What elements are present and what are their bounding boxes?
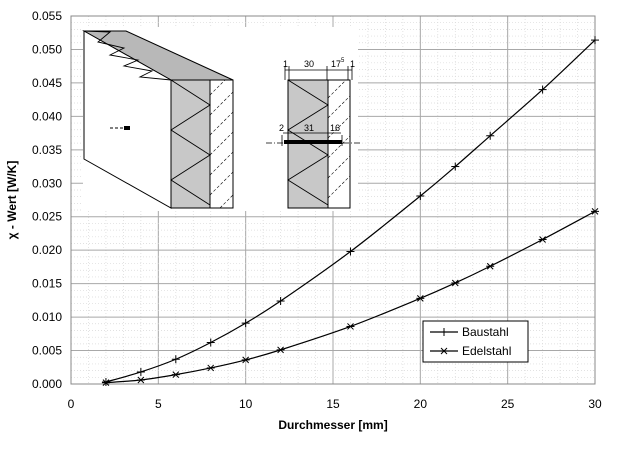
- wall-render-side: [209, 79, 234, 209]
- x-axis-label: Durchmesser [mm]: [278, 418, 387, 432]
- data-point-edelstahl: [136, 376, 145, 384]
- dimension-label: 31: [304, 123, 314, 133]
- data-point-baustahl: [416, 191, 425, 200]
- marker-stroke: [440, 347, 448, 355]
- x-tick-label: 20: [414, 397, 428, 411]
- series-baustahl: [101, 36, 599, 386]
- anchor-arrow-icon: [110, 126, 130, 130]
- data-point-edelstahl: [591, 208, 599, 215]
- y-tick-label: 0.020: [32, 243, 62, 257]
- y-tick-label: 0.040: [32, 109, 62, 123]
- dimension-label: 2: [279, 123, 284, 133]
- data-point-baustahl: [591, 36, 599, 45]
- x-tick-label: 0: [68, 397, 75, 411]
- data-point-baustahl: [451, 162, 460, 171]
- data-point-baustahl: [136, 367, 145, 376]
- y-axis-ticks: 0.000 0.005 0.010 0.015 0.020 0.025 0.030 0.035…: [32, 9, 62, 391]
- marker-stroke: [242, 356, 250, 364]
- legend-box: [422, 320, 529, 363]
- data-point-baustahl: [276, 297, 285, 306]
- legend-marker: [440, 347, 448, 355]
- legend: Baustahl Edelstahl: [422, 320, 529, 363]
- data-point-baustahl: [241, 319, 250, 328]
- dimension-label-superscript: 5: [341, 58, 345, 64]
- marker-stroke: [416, 295, 424, 302]
- x-tick-label: 30: [588, 397, 602, 411]
- dimension-label: 30: [304, 59, 314, 69]
- marker-stroke: [137, 376, 145, 384]
- y-tick-label: 0.050: [32, 42, 62, 56]
- legend-item-baustahl: Baustahl: [430, 325, 509, 339]
- dimension-label: 1: [283, 59, 288, 69]
- data-point-edelstahl: [416, 295, 425, 302]
- data-point-edelstahl: [171, 371, 180, 378]
- data-point-baustahl: [171, 355, 180, 364]
- marker-stroke: [591, 208, 599, 215]
- x-tick-label: 25: [501, 397, 515, 411]
- legend-items: Baustahl Edelstahl: [430, 325, 511, 358]
- wall-insulation-side: [170, 79, 211, 209]
- plot-area-border: [70, 15, 596, 385]
- data-point-edelstahl: [538, 236, 547, 243]
- legend-marker: [440, 328, 448, 336]
- y-tick-label: 0.045: [32, 76, 62, 90]
- data-point-edelstahl: [486, 262, 495, 270]
- y-tick-label: 0.030: [32, 176, 62, 190]
- section-top-dimension-line: [284, 66, 353, 80]
- wall-insulation-zigzag: [83, 30, 211, 206]
- marker-stroke: [486, 262, 494, 270]
- y-tick-label: 0.010: [32, 310, 62, 324]
- section-hatch: [327, 79, 351, 199]
- data-point-baustahl: [486, 131, 495, 140]
- legend-item-edelstahl: Edelstahl: [430, 344, 511, 358]
- data-point-edelstahl: [241, 356, 250, 364]
- marker-stroke: [451, 279, 459, 287]
- x-tick-label: 5: [155, 397, 162, 411]
- series-layer: [101, 36, 599, 387]
- marker-stroke: [172, 371, 180, 378]
- series-edelstahl: [101, 208, 599, 387]
- x-tick-label: 15: [326, 397, 340, 411]
- x-tick-label: 10: [239, 397, 253, 411]
- data-point-edelstahl: [206, 364, 215, 372]
- y-tick-label: 0.025: [32, 210, 62, 224]
- dimension-label: 16: [330, 123, 340, 133]
- dimension-label: 17: [331, 59, 341, 69]
- legend-label: Baustahl: [462, 325, 509, 339]
- y-tick-label: 0.005: [32, 344, 62, 358]
- y-tick-label: 0.000: [32, 377, 62, 391]
- section-anchor-bar: [284, 140, 342, 144]
- legend-label: Edelstahl: [462, 344, 511, 358]
- marker-stroke: [102, 379, 110, 387]
- marker-stroke: [347, 323, 354, 330]
- data-point-baustahl: [538, 85, 547, 94]
- marker-stroke: [539, 236, 546, 243]
- data-point-edelstahl: [451, 279, 460, 287]
- data-point-edelstahl: [101, 379, 110, 387]
- data-point-baustahl: [206, 338, 215, 347]
- data-point-baustahl: [346, 247, 355, 256]
- marker-stroke: [207, 364, 215, 372]
- y-tick-label: 0.035: [32, 143, 62, 157]
- y-tick-label: 0.015: [32, 277, 62, 291]
- dimension-label: 1: [350, 59, 355, 69]
- x-axis-ticks: 0 5 10 15 20 25 30: [68, 397, 602, 411]
- wall-detail-illustration: 1 30 17 5 1 2 31 16: [82, 27, 360, 211]
- data-point-edelstahl: [346, 323, 355, 330]
- marker-stroke: [277, 346, 284, 354]
- data-point-edelstahl: [276, 346, 285, 354]
- y-tick-label: 0.055: [32, 9, 62, 23]
- wall-render-hatch: [209, 79, 234, 209]
- y-axis-label: χ - Wert [W/K]: [5, 161, 19, 240]
